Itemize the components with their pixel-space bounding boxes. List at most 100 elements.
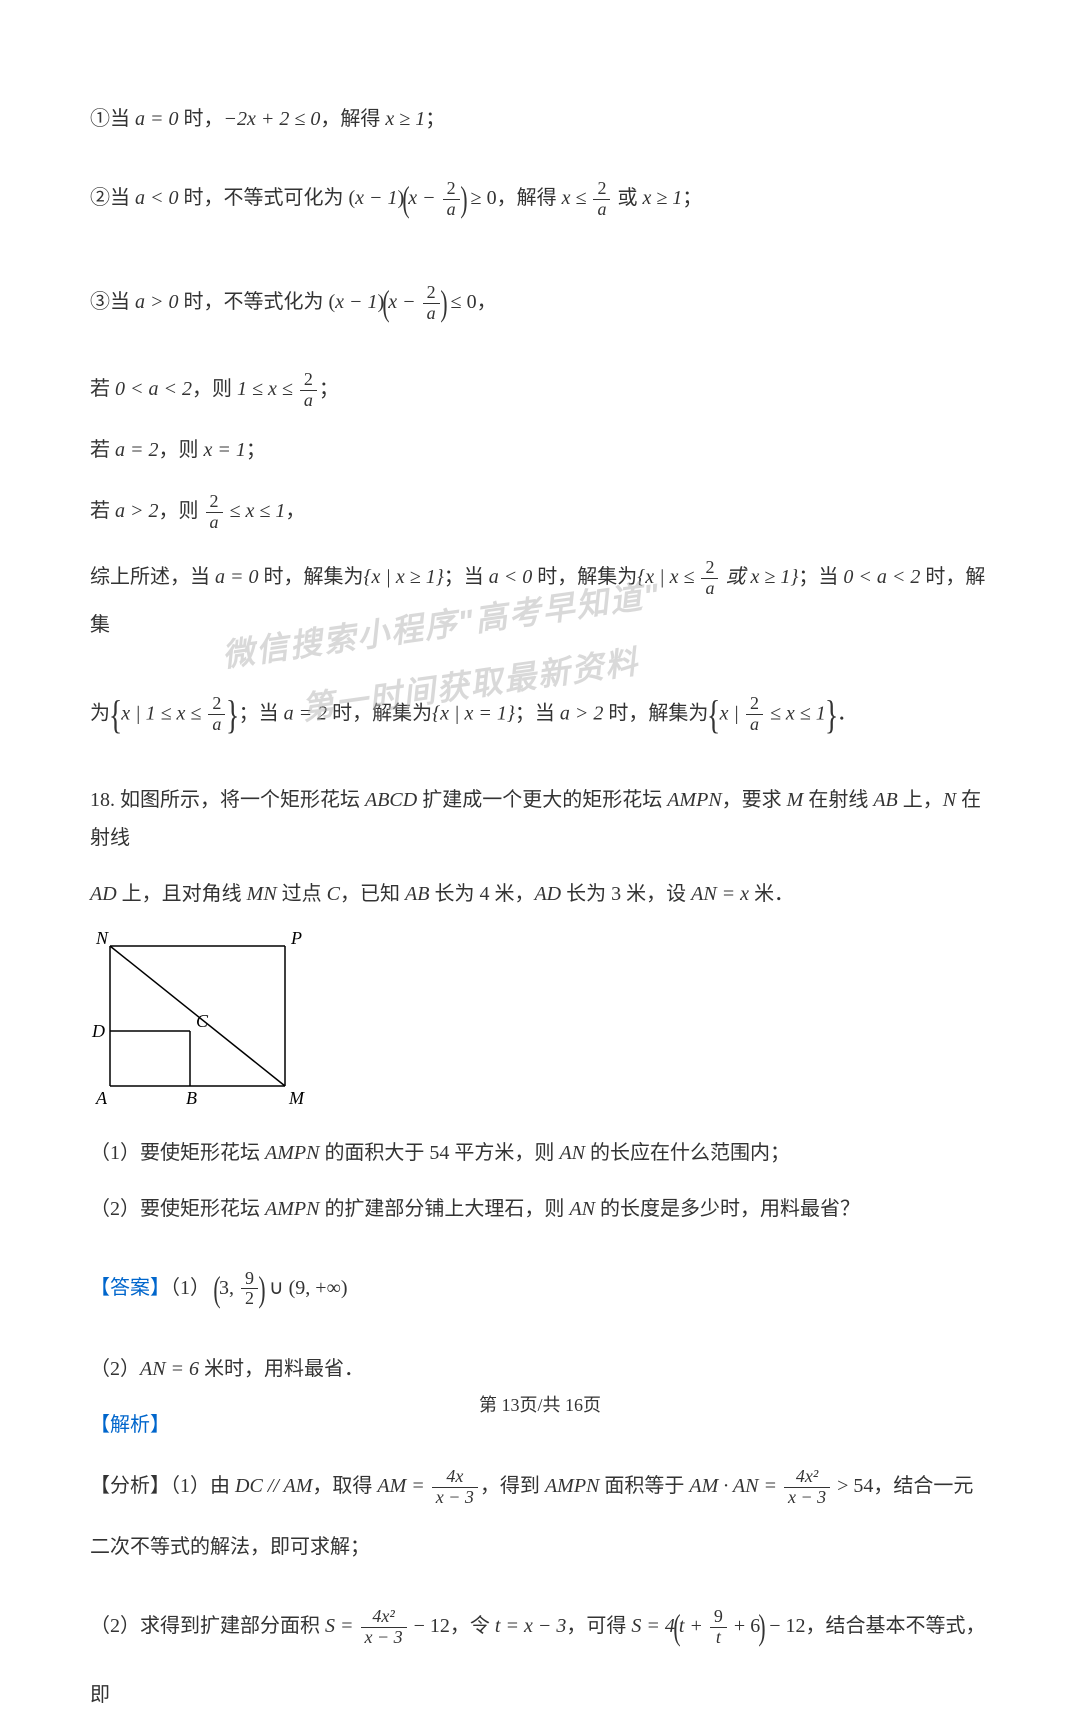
m: AM · AN = — [689, 1475, 782, 1497]
d: a — [206, 513, 223, 533]
m: t + — [679, 1615, 708, 1637]
d: a — [208, 715, 225, 735]
fenxi-line2: 二次不等式的解法，即可求解； — [90, 1528, 990, 1566]
t: ； — [425, 108, 445, 130]
m: AD — [90, 883, 117, 905]
line-case1: ①当 a = 0 时，−2x + 2 ≤ 0，解得 x ≥ 1； — [90, 100, 990, 138]
t: 米． — [749, 883, 794, 905]
m: + 6 — [729, 1615, 760, 1637]
t: 【分析】 — [90, 1475, 170, 1497]
m: a < 0 — [489, 566, 533, 588]
n: 9 — [710, 1607, 727, 1628]
m: S = 4 — [631, 1615, 675, 1637]
t: ②当 — [90, 187, 135, 209]
n: 9 — [241, 1269, 258, 1290]
t: （1） — [170, 1277, 210, 1299]
t: 时，不等式化为 — [179, 291, 324, 313]
svg-text:B: B — [186, 1088, 197, 1108]
page-footer: 第 13页/共 16页 — [0, 1391, 1080, 1417]
m: {x | x = 1} — [432, 702, 515, 724]
m: −2x + 2 ≤ 0 — [224, 108, 321, 130]
m: ∪ (9, +∞) — [264, 1277, 348, 1299]
m: MN — [247, 883, 277, 905]
d: x − 3 — [361, 1628, 407, 1648]
m: ≤ x ≤ 1 — [765, 702, 826, 724]
q18-part1: （1）要使矩形花坛 AMPN 的面积大于 54 平方米，则 AN 的长应在什么范… — [90, 1134, 990, 1172]
t: ，则 — [192, 378, 237, 400]
t: ， — [285, 500, 305, 522]
t: ③当 — [90, 291, 135, 313]
line-subcase-3: 若 a > 2，则 2a ≤ x ≤ 1， — [90, 487, 990, 535]
t: 上，且对角线 — [117, 883, 247, 905]
t: 的面积大于 54 平方米，则 — [319, 1142, 559, 1164]
t: 时，解集为 — [532, 566, 637, 588]
geometry-diagram: NPDCABM — [90, 931, 990, 1116]
m: x − — [408, 187, 440, 209]
t: 过点 — [277, 883, 327, 905]
m: DC // AM — [235, 1475, 312, 1497]
t: ，则 — [159, 500, 204, 522]
m: − 12 — [409, 1615, 450, 1637]
n: 2 — [593, 179, 610, 200]
t: 在射线 — [803, 789, 873, 811]
t: 为 — [90, 702, 110, 724]
svg-text:C: C — [196, 1011, 209, 1031]
d: a — [746, 715, 763, 735]
t: 时，解集为 — [603, 702, 708, 724]
t: ，令 — [450, 1615, 495, 1637]
m: AM = — [377, 1475, 429, 1497]
t: ； — [246, 439, 266, 461]
answer-line2: （2）AN = 6 米时，用料最省． — [90, 1350, 990, 1388]
t: 长为 3 米，设 — [561, 883, 691, 905]
m: a > 2 — [560, 702, 604, 724]
d: x − 3 — [432, 1488, 478, 1508]
t: 的长应在什么范围内； — [585, 1142, 790, 1164]
n: 2 — [423, 283, 440, 304]
t: 扩建成一个更大的矩形花坛 — [417, 789, 667, 811]
t: 米时，用料最省． — [199, 1358, 364, 1380]
m: 0 < a < 2 — [115, 378, 192, 400]
m: S = — [325, 1615, 359, 1637]
m: x ≥ 1 — [385, 108, 425, 130]
t: ； — [319, 378, 339, 400]
t: ，解得 — [320, 108, 385, 130]
t: ，取得 — [312, 1475, 377, 1497]
n: 2 — [208, 694, 225, 715]
m: a > 0 — [135, 291, 179, 313]
m: a = 0 — [135, 108, 179, 130]
m: 或 x ≥ 1} — [720, 566, 798, 588]
line-summary-2: 为{x | 1 ≤ x ≤ 2a}；当 a = 2 时，解集为{x | x = … — [90, 667, 990, 763]
m: 1 ≤ x ≤ — [146, 702, 207, 724]
t: 时，解集为 — [327, 702, 432, 724]
line-case2: ②当 a < 0 时，不等式可化为 (x − 1)(x − 2a) ≥ 0，解得… — [90, 156, 990, 242]
t: ，可得 — [566, 1615, 631, 1637]
t: ；当 — [239, 702, 284, 724]
m: AB — [405, 883, 429, 905]
line-subcase-1: 若 0 < a < 2，则 1 ≤ x ≤ 2a； — [90, 365, 990, 413]
n: 4x² — [361, 1607, 407, 1628]
d: a — [443, 200, 460, 220]
t: ，已知 — [340, 883, 405, 905]
n: 4x — [432, 1467, 478, 1488]
line-summary-1: 综上所述，当 a = 0 时，解集为{x | x ≥ 1}；当 a < 0 时，… — [90, 553, 990, 649]
t: ，得到 — [480, 1475, 545, 1497]
t: ，解得 — [497, 187, 562, 209]
m: AMPN — [667, 789, 721, 811]
m: x − 1 — [355, 187, 397, 209]
m: AD — [534, 883, 561, 905]
t: （1）由 — [170, 1475, 235, 1497]
n: 2 — [300, 370, 317, 391]
answer-label: 【答案】 — [90, 1277, 170, 1299]
line-case3: ③当 a > 0 时，不等式化为 (x − 1)(x − 2a) ≤ 0， — [90, 260, 990, 346]
d: t — [710, 1628, 727, 1648]
t: （1）要使矩形花坛 — [90, 1142, 265, 1164]
t: 时，不等式可化为 — [179, 187, 344, 209]
d: a — [423, 304, 440, 324]
svg-text:M: M — [288, 1088, 305, 1108]
t: 时，解集为 — [259, 566, 364, 588]
m: ABCD — [365, 789, 417, 811]
m: AMPN — [265, 1198, 319, 1220]
t: 若 — [90, 439, 115, 461]
d: a — [701, 579, 718, 599]
m: AMPN — [265, 1142, 319, 1164]
